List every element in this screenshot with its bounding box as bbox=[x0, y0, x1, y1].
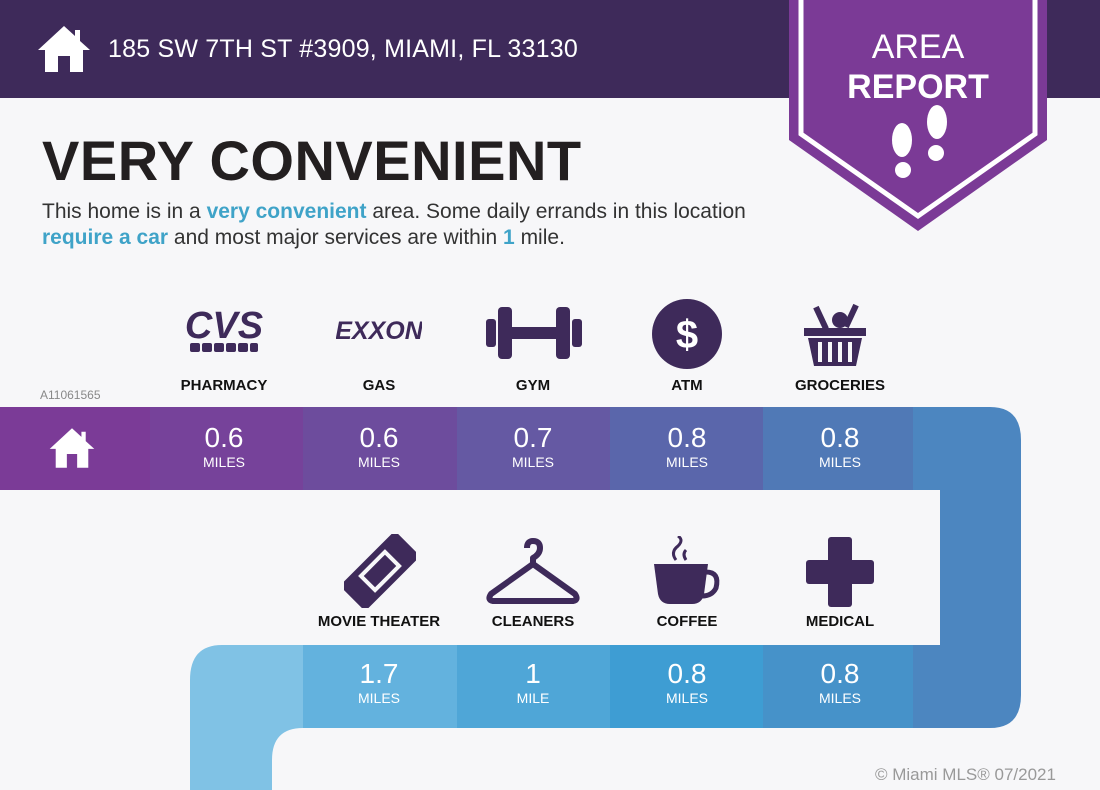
svg-text:$: $ bbox=[676, 313, 698, 357]
distance-value: 1.7 MILES bbox=[357, 658, 400, 706]
dumbbell-icon bbox=[486, 307, 582, 359]
route-band bbox=[0, 407, 1021, 790]
watermark: A11061565 bbox=[40, 388, 101, 402]
category-label: GYM bbox=[515, 377, 551, 394]
distance-value: 0.8 MILES bbox=[665, 422, 708, 470]
distance-value: 0.8 MILES bbox=[665, 658, 708, 706]
category-label: GROCERIES bbox=[794, 377, 885, 394]
home-icon bbox=[38, 26, 90, 72]
category-label: ATM bbox=[671, 377, 703, 394]
dollar-icon: $ bbox=[652, 299, 722, 369]
badge-line2: REPORT bbox=[847, 68, 989, 106]
description: This home is in a very convenient area. … bbox=[42, 200, 746, 249]
badge-line1: AREA bbox=[871, 28, 965, 66]
ticket-icon bbox=[344, 534, 416, 608]
distance-value: 0.8 MILES bbox=[818, 422, 861, 470]
svg-text:EXXON: EXXON bbox=[336, 317, 422, 345]
category-label: CLEANERS bbox=[491, 613, 575, 630]
distance-value: 0.7 MILES bbox=[511, 422, 554, 470]
svg-text:CVS: CVS bbox=[185, 306, 263, 347]
category-label: MOVIE THEATER bbox=[317, 613, 441, 630]
home-start-icon bbox=[49, 428, 95, 468]
page-title: VERY CONVENIENT bbox=[42, 129, 582, 192]
category-label: GAS bbox=[362, 377, 396, 394]
cvs-pharmacy-logo: CVS bbox=[185, 306, 263, 352]
category-label: MEDICAL bbox=[805, 613, 875, 630]
distance-value: 1 MILE bbox=[516, 658, 550, 706]
exxon-logo: EXXON bbox=[336, 317, 422, 345]
coffee-icon bbox=[654, 536, 720, 604]
distance-value: 0.8 MILES bbox=[818, 658, 861, 706]
distance-value: 0.6 MILES bbox=[357, 422, 400, 470]
category-label: PHARMACY bbox=[180, 377, 268, 394]
hanger-icon bbox=[486, 538, 580, 604]
category-label: COFFEE bbox=[656, 613, 718, 630]
area-report-badge bbox=[789, 0, 1047, 231]
distance-value: 0.6 MILES bbox=[202, 422, 245, 470]
basket-icon bbox=[804, 303, 866, 366]
copyright: © Miami MLS® 07/2021 bbox=[875, 765, 1056, 784]
medical-cross-icon bbox=[806, 537, 874, 607]
footprints-icon bbox=[892, 105, 947, 178]
property-address: 185 SW 7TH ST #3909, MIAMI, FL 33130 bbox=[108, 35, 578, 63]
